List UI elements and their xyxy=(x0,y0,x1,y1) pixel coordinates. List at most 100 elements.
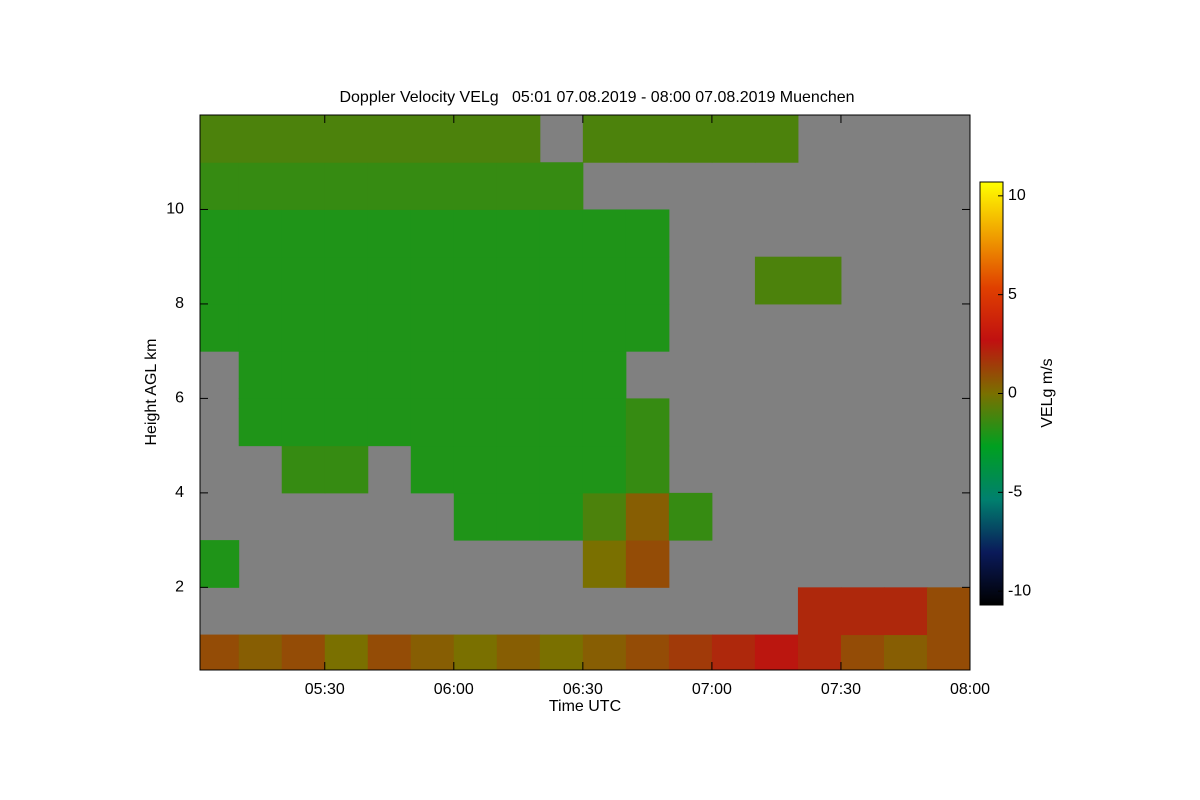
heatmap-cell xyxy=(840,587,885,636)
heatmap-cell xyxy=(582,492,627,541)
heatmap-cell xyxy=(582,445,627,494)
heatmap-cell xyxy=(711,115,756,163)
heatmap-cell xyxy=(797,634,842,671)
heatmap-cell xyxy=(367,209,412,258)
heatmap-cell xyxy=(668,634,713,671)
heatmap-cell xyxy=(625,115,670,163)
heatmap-cell xyxy=(453,351,498,399)
heatmap-cell xyxy=(582,540,627,588)
heatmap-cell xyxy=(200,162,240,210)
heatmap-cell xyxy=(281,162,326,210)
heatmap-cell xyxy=(496,256,541,305)
heatmap-cell xyxy=(582,209,627,258)
heatmap-cell xyxy=(324,162,369,210)
heatmap-cell xyxy=(200,303,240,352)
heatmap-cell xyxy=(797,587,842,636)
x-tick-label: 05:30 xyxy=(305,681,345,698)
heatmap-cell xyxy=(238,162,283,210)
heatmap-cell xyxy=(324,256,369,305)
heatmap-cell xyxy=(324,398,369,447)
heatmap-cell xyxy=(367,256,412,305)
heatmap-cell xyxy=(238,115,283,163)
colorbar-label: VELg m/s xyxy=(1039,358,1056,427)
heatmap-cell xyxy=(367,351,412,399)
heatmap-cell xyxy=(410,445,455,494)
heatmap-cell xyxy=(453,634,498,671)
heatmap-cell xyxy=(453,209,498,258)
heatmap-cell xyxy=(754,634,799,671)
chart-title: Doppler Velocity VELg 05:01 07.08.2019 -… xyxy=(339,89,854,106)
heatmap-cell xyxy=(281,115,326,163)
heatmap-cell xyxy=(625,492,670,541)
x-tick-label: 07:30 xyxy=(821,681,861,698)
x-tick-label: 07:00 xyxy=(692,681,732,698)
y-tick-label: 2 xyxy=(175,579,184,596)
y-tick-label: 10 xyxy=(166,201,184,218)
heatmap-cell xyxy=(625,445,670,494)
heatmap-cell xyxy=(324,351,369,399)
heatmap-cell xyxy=(582,256,627,305)
y-tick-label: 4 xyxy=(175,484,184,501)
heatmap-cell xyxy=(625,209,670,258)
heatmap-cell xyxy=(453,445,498,494)
heatmap-cell xyxy=(539,209,584,258)
heatmap-cell xyxy=(281,303,326,352)
x-axis-label: Time UTC xyxy=(549,698,621,715)
heatmap-cell xyxy=(496,398,541,447)
heatmap-cell xyxy=(200,115,240,163)
heatmap-cell xyxy=(324,303,369,352)
heatmap-cell xyxy=(926,587,971,636)
heatmap-cell xyxy=(754,256,799,305)
heatmap-cell xyxy=(496,209,541,258)
heatmap-cell xyxy=(410,115,455,163)
heatmap-cell xyxy=(496,351,541,399)
heatmap-cell xyxy=(410,634,455,671)
heatmap-cell xyxy=(238,351,283,399)
heatmap-cell xyxy=(281,398,326,447)
heatmap-cell xyxy=(754,115,799,163)
heatmap-cell xyxy=(238,209,283,258)
heatmap-cell xyxy=(281,634,326,671)
heatmap-cell xyxy=(367,115,412,163)
x-tick-label: 06:00 xyxy=(434,681,474,698)
heatmap-cell xyxy=(453,256,498,305)
heatmap-cell xyxy=(926,634,971,671)
heatmap-cell xyxy=(496,303,541,352)
heatmap-cell xyxy=(539,351,584,399)
heatmap-cell xyxy=(711,634,756,671)
colorbar-tick-label: -5 xyxy=(1008,484,1022,501)
heatmap-cell xyxy=(539,634,584,671)
heatmap-cell xyxy=(200,209,240,258)
heatmap-cell xyxy=(410,351,455,399)
heatmap-cell xyxy=(496,492,541,541)
x-tick-label: 06:30 xyxy=(563,681,603,698)
heatmap-cell xyxy=(539,398,584,447)
heatmap-cell xyxy=(625,634,670,671)
heatmap-cell xyxy=(410,162,455,210)
heatmap-cell xyxy=(668,115,713,163)
colorbar-tick-label: -10 xyxy=(1008,582,1031,599)
heatmap-cell xyxy=(582,351,627,399)
plot-frame xyxy=(199,114,971,671)
heatmap-cell xyxy=(200,540,240,588)
heatmap-cell xyxy=(539,445,584,494)
heatmap-cell xyxy=(582,634,627,671)
heatmap-cell xyxy=(281,351,326,399)
heatmap-cell xyxy=(238,256,283,305)
y-axis-label: Height AGL km xyxy=(143,338,160,445)
heatmap-cell xyxy=(324,634,369,671)
y-tick-label: 8 xyxy=(175,295,184,312)
heatmap-cell xyxy=(410,256,455,305)
x-tick-label: 08:00 xyxy=(950,681,990,698)
heatmap-cell xyxy=(496,634,541,671)
heatmap-cell xyxy=(539,303,584,352)
heatmap-cell xyxy=(840,634,885,671)
colorbar-tick-label: 5 xyxy=(1008,286,1017,303)
heatmap-cell xyxy=(367,398,412,447)
heatmap-cell xyxy=(625,540,670,588)
heatmap-cell xyxy=(367,303,412,352)
heatmap-cell xyxy=(453,162,498,210)
heatmap-cell xyxy=(883,634,928,671)
heatmap-cell xyxy=(453,303,498,352)
